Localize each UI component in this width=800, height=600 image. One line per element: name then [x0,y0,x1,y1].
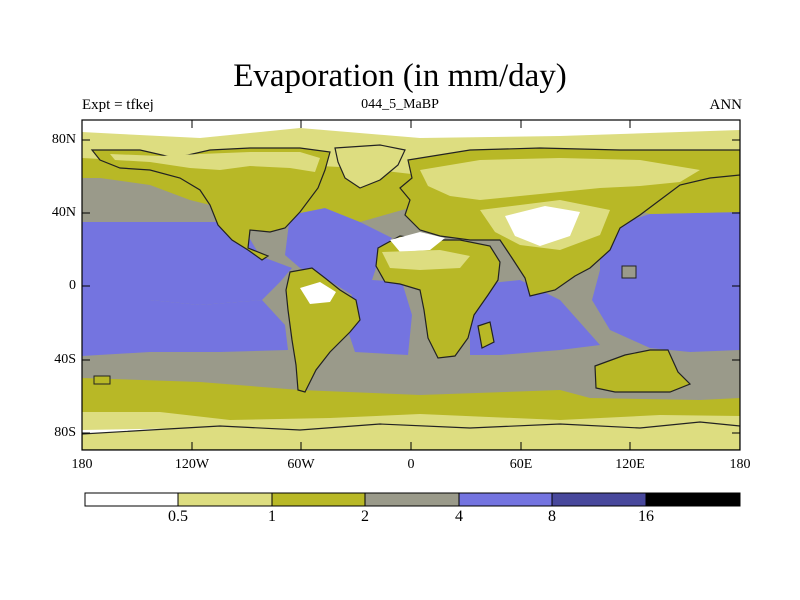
y-tick-80s: 80S [54,425,76,440]
north-america-light [110,152,320,172]
central-asia-white [505,206,580,246]
eurasia-light [420,158,700,200]
y-tick-80n: 80N [51,132,76,147]
colorbar-label-4: 4 [455,508,463,525]
colorbar-bin-6 [551,492,647,507]
axis-ticks [81,120,741,450]
x-tick-180w: 180 [71,457,93,472]
map-field [82,120,740,450]
y-tick-40n: 40N [51,205,76,220]
colorbar-label-1: 1 [268,508,276,525]
colorbar-bin-7 [645,492,741,507]
y-tick-40s: 40S [54,352,76,367]
sahel-light [382,250,470,270]
colorbar [84,492,741,507]
colorbar-label-8: 8 [548,508,556,525]
south-america [285,267,361,393]
arctic-white [82,120,740,138]
colorbar-label-0-5: 0.5 [168,508,188,525]
indian-ocean-band [470,280,600,355]
period-label: 044_5_MaBP [361,97,439,112]
map-title: Evaporation (in mm/day) [233,58,567,94]
x-tick-120w: 120W [174,457,210,472]
x-tick-180e: 180 [729,457,751,472]
amazon-white [300,282,336,304]
island-south-pacific [93,375,111,385]
pacific-south-band [82,300,288,356]
x-tick-120e: 120E [615,457,645,472]
colorbar-bin-3 [271,492,366,507]
x-tick-60w: 60W [287,457,315,472]
y-tick-0: 0 [69,278,76,293]
experiment-label: Expt = tfkej [82,97,154,113]
north-america [90,147,331,261]
season-label: ANN [709,97,743,113]
australia [594,349,692,393]
colorbar-label-16: 16 [638,508,654,525]
madagascar [477,321,495,349]
west-pacific-band [592,212,740,352]
atlantic-band [285,208,412,355]
colorbar-label-2: 2 [361,508,369,525]
x-tick-60e: 60E [509,457,533,472]
colorbar-bin-1 [84,492,179,507]
sahara-white [390,232,445,252]
colorbar-bin-4 [364,492,460,507]
colorbar-bin-2 [177,492,273,507]
greenland [334,144,406,189]
antarctica [82,421,740,450]
colorbar-bin-5 [458,492,553,507]
x-tick-0: 0 [407,457,415,472]
island-indonesia [621,265,637,279]
